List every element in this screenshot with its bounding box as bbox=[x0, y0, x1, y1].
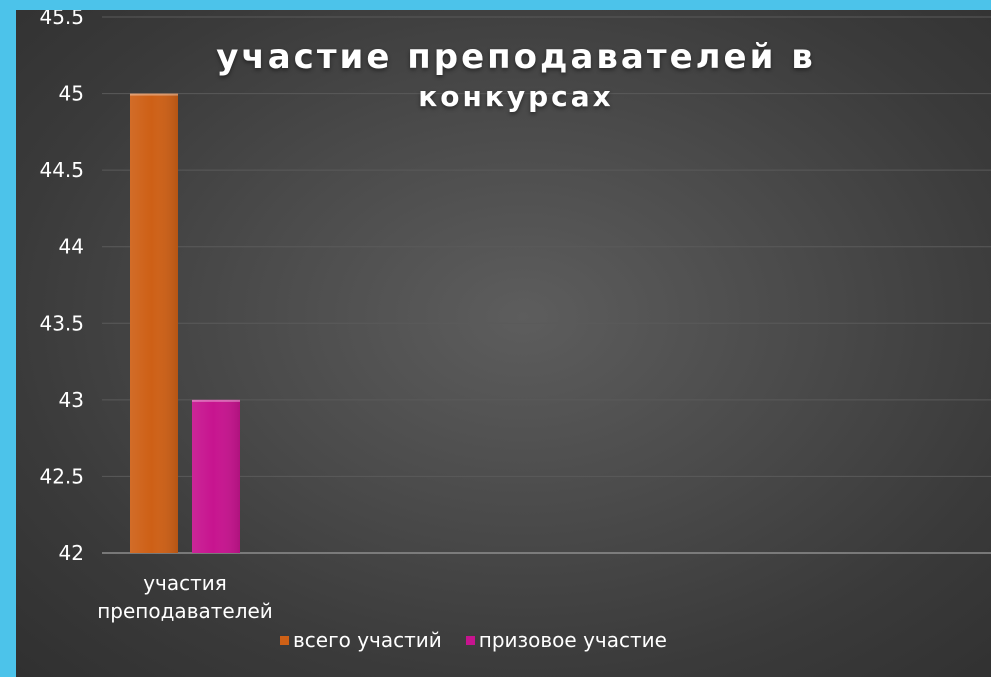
gridlines bbox=[102, 16, 991, 554]
y-tick-label: 45 bbox=[59, 82, 84, 106]
labels: 42 42.5 43 43.5 44 44.5 45 45.5 участия преподава… bbox=[39, 10, 272, 623]
bar-top-highlight bbox=[130, 93, 178, 96]
bar-chart: 42 42.5 43 43.5 44 44.5 45 45.5 участия преподава… bbox=[39, 10, 991, 623]
legend-swatch-total bbox=[280, 635, 289, 645]
legend-item-prize: призовое участие bbox=[465, 628, 667, 652]
bars bbox=[130, 93, 240, 554]
y-tick-label: 42 bbox=[59, 541, 84, 565]
y-tick-label: 44.5 bbox=[39, 158, 84, 182]
chart-legend: всего участий призовое участие bbox=[280, 628, 667, 652]
y-tick-label: 43 bbox=[59, 388, 84, 412]
legend-label-prize: призовое участие bbox=[478, 628, 667, 652]
y-tick-label: 45.5 bbox=[39, 10, 84, 29]
y-tick-label: 44 bbox=[59, 235, 84, 259]
legend-label-total: всего участий bbox=[293, 628, 442, 652]
category-label-line: участия bbox=[143, 571, 227, 595]
bar-group bbox=[130, 93, 178, 554]
bar-sheen bbox=[192, 399, 240, 553]
legend-item-total: всего участий bbox=[280, 628, 442, 652]
chart-panel: 42 42.5 43 43.5 44 44.5 45 45.5 участия преподава… bbox=[16, 10, 991, 677]
y-tick-label: 42.5 bbox=[39, 464, 84, 488]
y-tick-label: 43.5 bbox=[39, 311, 84, 335]
bar-top-highlight bbox=[192, 399, 240, 402]
legend-swatch-prize bbox=[465, 635, 475, 645]
category-label-line: преподавателей bbox=[97, 599, 273, 623]
bar-group bbox=[192, 399, 240, 553]
bar-sheen bbox=[130, 93, 178, 554]
